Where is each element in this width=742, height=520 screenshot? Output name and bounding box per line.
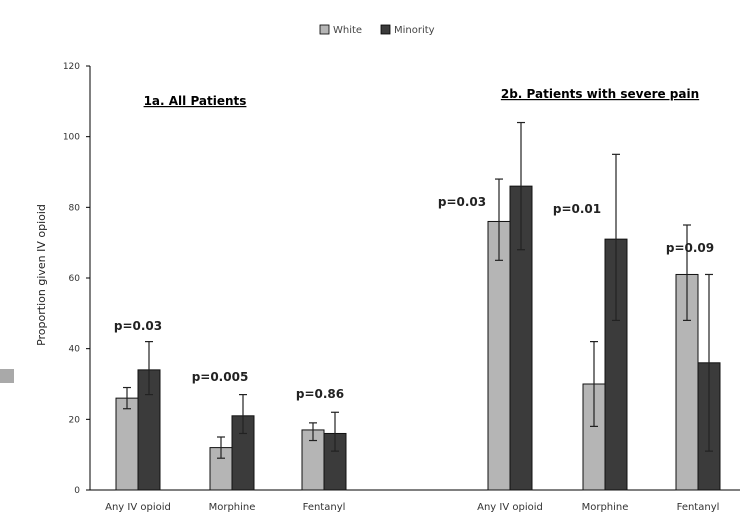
x-tick-label: Morphine	[582, 502, 629, 513]
y-tick-label: 80	[69, 203, 81, 213]
bars	[115, 185, 721, 491]
panel-label-all-patients: 1a. All Patients	[144, 94, 247, 108]
x-tick-label: Any IV opioid	[105, 502, 171, 513]
y-tick-label: 40	[69, 345, 81, 355]
y-tick-label: 100	[63, 133, 80, 143]
legend-swatch-white	[319, 24, 330, 35]
y-tick-label: 120	[63, 62, 80, 72]
legend-label-minority: Minority	[394, 25, 435, 36]
error-bars	[123, 121, 713, 459]
bar-white	[115, 397, 139, 491]
y-tick-label: 60	[69, 274, 81, 284]
p-value-label: p=0.86	[296, 387, 344, 401]
legend: White Minority	[319, 24, 435, 36]
x-tick-label: Fentanyl	[303, 502, 346, 513]
y-ticks: 0 20 40 60 80 100 120	[63, 62, 90, 496]
p-value-label: p=0.09	[666, 241, 714, 255]
edge-marker	[0, 369, 14, 383]
x-tick-label: Any IV opioid	[477, 502, 543, 513]
p-value-annotations: p=0.03 p=0.005 p=0.86 p=0.03 p=0.01 p=0.09	[114, 195, 714, 401]
y-axis-label: Proportion given IV opioid	[35, 204, 48, 346]
p-value-label: p=0.005	[192, 370, 249, 384]
legend-label-white: White	[333, 25, 362, 36]
x-tick-label: Morphine	[209, 502, 256, 513]
y-tick-label: 0	[74, 486, 80, 496]
bar-white	[487, 220, 511, 491]
p-value-label: p=0.03	[114, 319, 162, 333]
p-value-label: p=0.01	[553, 202, 601, 216]
y-tick-label: 20	[69, 415, 81, 425]
x-tick-labels: Any IV opioid Morphine Fentanyl Any IV opio…	[105, 502, 719, 513]
legend-swatch-minority	[380, 24, 391, 35]
panel-label-severe-pain: 2b. Patients with severe pain	[501, 87, 699, 101]
x-tick-label: Fentanyl	[677, 502, 720, 513]
p-value-label: p=0.03	[438, 195, 486, 209]
